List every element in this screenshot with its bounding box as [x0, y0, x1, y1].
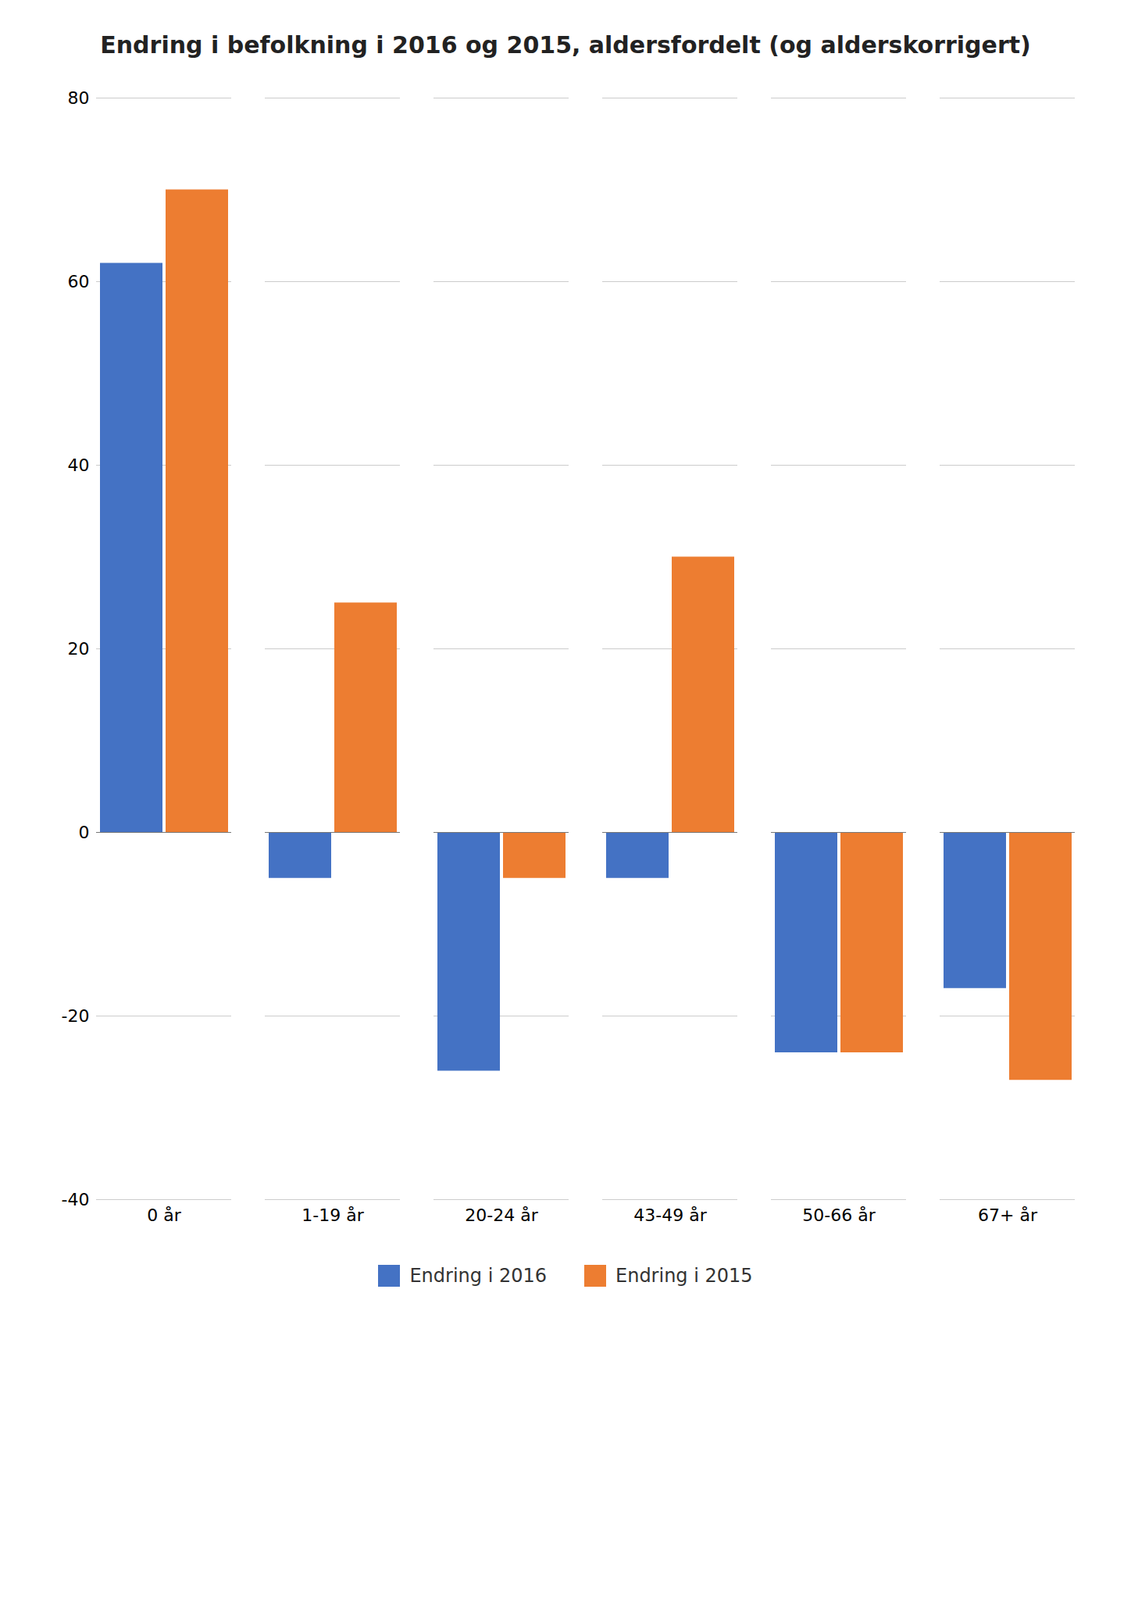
svg-text:0: 0 — [78, 822, 90, 843]
svg-text:20: 20 — [67, 638, 90, 659]
svg-text:50-66 år: 50-66 år — [802, 1205, 876, 1225]
html-text:Endring i 2016: Endring i 2016 — [409, 1264, 547, 1287]
svg-text:43-49 år: 43-49 år — [633, 1205, 707, 1225]
svg-text:67+ år: 67+ år — [977, 1205, 1039, 1225]
svg-text:20-24 år: 20-24 år — [464, 1205, 539, 1225]
svg-text:1-19 år: 1-19 år — [301, 1205, 364, 1225]
svg-text:60: 60 — [67, 271, 90, 292]
svg-text:0 år: 0 år — [146, 1205, 182, 1225]
svg-text:40: 40 — [67, 455, 90, 475]
svg-text:-40: -40 — [61, 1189, 90, 1210]
html-text:Endring i 2015: Endring i 2015 — [615, 1264, 753, 1287]
svg-text:80: 80 — [67, 88, 90, 108]
svg-text:-20: -20 — [61, 1006, 90, 1026]
html-text:Endring i befolkning i 2016 og: Endring i befolkning i 2016 og 2015, ald… — [100, 31, 1031, 59]
